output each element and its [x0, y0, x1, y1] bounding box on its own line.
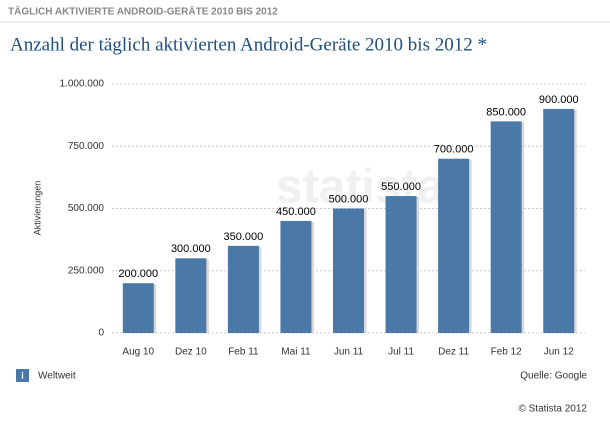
value-label: 350.000 — [224, 231, 264, 243]
bar — [227, 245, 259, 333]
value-label: 200.000 — [118, 268, 158, 280]
x-tick-label: Dez 10 — [175, 347, 207, 358]
value-label: 850.000 — [486, 106, 526, 118]
copyright: © Statista 2012 — [518, 404, 587, 415]
value-label: 700.000 — [434, 144, 474, 156]
plot: 0 250.000 500.000 750.000 1.000.000 Aug 10 200… — [60, 79, 585, 358]
value-label: 900.000 — [539, 94, 579, 106]
x-tick-label: Mai 11 — [281, 347, 311, 358]
bar — [175, 258, 207, 333]
y-tick-label: 250.000 — [68, 265, 105, 276]
info-icon-label: i — [21, 370, 24, 380]
source: Quelle: Google — [520, 371, 587, 382]
chart-title: Anzahl der täglich aktivierten Android-G… — [10, 34, 487, 55]
x-tick-label: Feb 11 — [228, 347, 259, 358]
y-tick-label: 750.000 — [68, 141, 105, 152]
info-icon[interactable] — [16, 369, 29, 382]
bar — [280, 220, 312, 333]
y-tick-label: 1.000.000 — [60, 79, 105, 90]
value-label: 450.000 — [276, 206, 316, 218]
x-tick-label: Jun 11 — [334, 347, 364, 358]
bar — [385, 196, 417, 333]
y-tick-label: 0 — [98, 328, 104, 339]
x-tick-label: Jul 11 — [388, 347, 414, 358]
bar — [490, 121, 522, 333]
y-axis-label: Aktivierungen — [32, 181, 42, 236]
header: TÄGLICH AKTIVIERTE ANDROID-GERÄTE 2010 B… — [8, 5, 278, 18]
x-tick-label: Dez 11 — [438, 347, 469, 358]
x-tick-label: Feb 12 — [491, 347, 523, 358]
y-tick-label: 500.000 — [68, 203, 105, 214]
x-tick-label: Jun 12 — [544, 347, 574, 358]
bar — [543, 108, 575, 334]
value-label: 300.000 — [171, 243, 211, 255]
bar — [122, 283, 154, 333]
bar — [438, 158, 470, 333]
value-label: 550.000 — [381, 181, 421, 193]
x-tick-label: Aug 10 — [122, 347, 154, 358]
bar — [333, 208, 364, 333]
region: Weltweit — [38, 371, 76, 382]
value-label: 500.000 — [329, 193, 369, 205]
